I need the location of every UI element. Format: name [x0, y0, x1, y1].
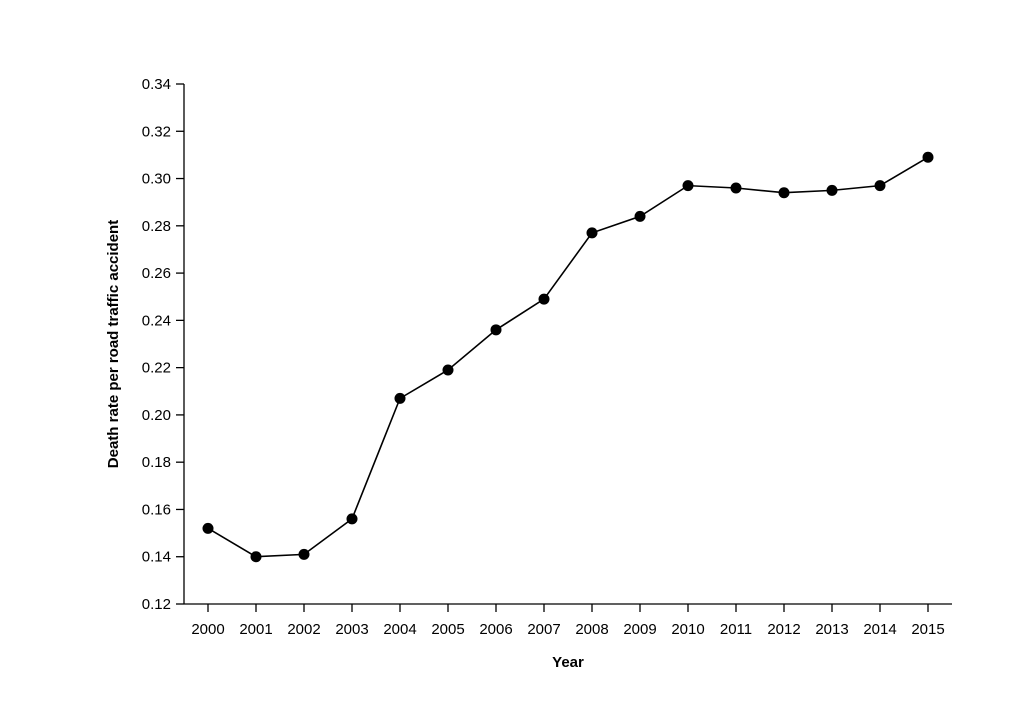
- x-tick-label: 2012: [767, 621, 800, 638]
- data-point: [922, 151, 934, 163]
- data-point: [202, 522, 214, 534]
- data-point: [346, 513, 358, 525]
- x-axis: 2000 2001 2002 2003 2004 2005 2006 2007 2008 2009…: [184, 603, 952, 638]
- x-tick-label: 2007: [527, 621, 560, 638]
- x-tick-label: 2015: [911, 621, 944, 638]
- data-point: [298, 548, 310, 560]
- y-tick-label: 0.30: [142, 171, 171, 188]
- series-line: [207, 156, 929, 558]
- y-tick-label: 0.16: [142, 501, 171, 518]
- y-tick-label: 0.26: [142, 265, 171, 282]
- x-tick-label: 2005: [431, 621, 464, 638]
- y-tick-label: 0.20: [142, 407, 171, 424]
- x-tick-label: 2006: [479, 621, 512, 638]
- data-point: [730, 182, 742, 194]
- y-tick-label: 0.34: [142, 76, 171, 93]
- data-point: [490, 324, 502, 336]
- x-tick-label: 2011: [720, 621, 752, 638]
- y-tick-label: 0.22: [142, 360, 171, 377]
- y-tick-label: 0.28: [142, 218, 171, 235]
- plot-area: [202, 151, 934, 563]
- y-tick-label: 0.24: [142, 312, 171, 329]
- x-tick-label: 2001: [239, 621, 272, 638]
- y-tick-label: 0.14: [142, 549, 171, 566]
- x-tick-label: 2009: [623, 621, 656, 638]
- y-axis-title: Death rate per road traffic accident: [105, 220, 122, 468]
- x-tick-label: 2002: [287, 621, 320, 638]
- data-point: [442, 364, 454, 376]
- x-tick-label: 2013: [815, 621, 848, 638]
- x-tick-label: 2004: [383, 621, 416, 638]
- data-point: [586, 227, 598, 239]
- x-tick-label: 2000: [191, 621, 224, 638]
- y-tick-label: 0.32: [142, 123, 171, 140]
- data-point: [538, 293, 550, 305]
- data-point: [634, 210, 646, 222]
- x-tick-label: 2010: [671, 621, 704, 638]
- data-point: [394, 392, 406, 404]
- x-axis-title: Year: [552, 654, 584, 671]
- data-point: [778, 187, 790, 199]
- y-tick-label: 0.18: [142, 454, 171, 471]
- y-axis: 0.12 0.14 0.16 0.18 0.20 0.22 0.24 0.26 0.28 0.30…: [142, 76, 185, 613]
- data-point: [682, 180, 694, 192]
- data-point: [250, 551, 262, 563]
- y-tick-label: 0.12: [142, 596, 171, 613]
- data-point: [826, 184, 838, 196]
- x-tick-label: 2014: [863, 621, 896, 638]
- data-point: [874, 180, 886, 192]
- x-tick-label: 2008: [575, 621, 608, 638]
- x-tick-label: 2003: [335, 621, 368, 638]
